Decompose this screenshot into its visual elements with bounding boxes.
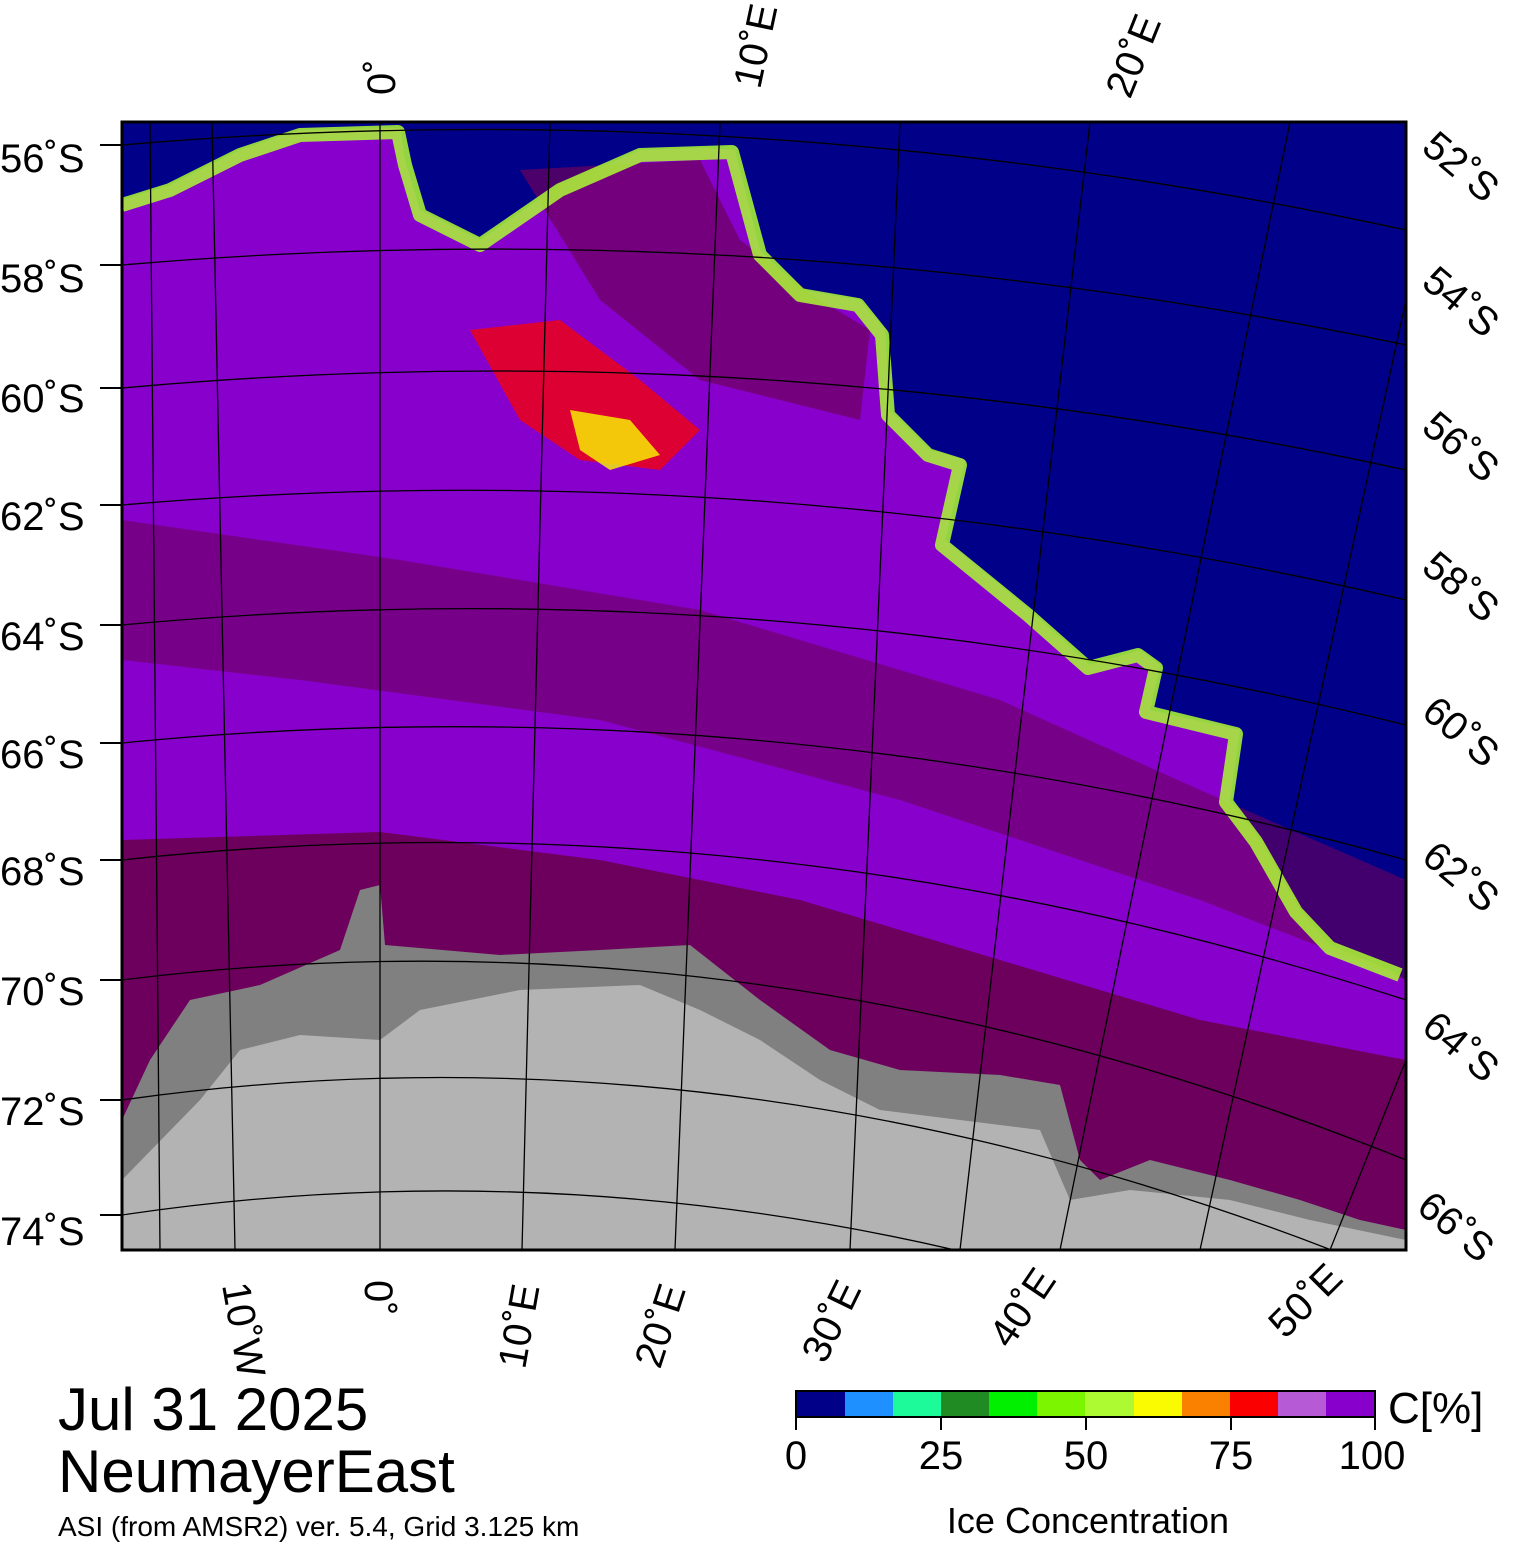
lat-label: 58˚S — [0, 257, 85, 301]
colorbar-unit: C[%] — [1388, 1384, 1484, 1433]
lat-label: 54˚S — [1414, 258, 1507, 346]
lat-label: 56˚S — [0, 137, 85, 181]
graticule — [122, 122, 1406, 1250]
lat-label: 62˚S — [0, 495, 85, 539]
ice-edge-band — [122, 125, 1403, 982]
lat-label: 58˚S — [1414, 543, 1507, 631]
product-info: ASI (from AMSR2) ver. 5.4, Grid 3.125 km — [58, 1511, 580, 1542]
lon-label: 0˚ — [356, 1280, 400, 1316]
colorbar-segment — [1037, 1392, 1086, 1416]
lat-label: 64˚S — [1414, 1003, 1507, 1091]
lon-label: 20˚E — [1098, 9, 1170, 104]
lat-label: 62˚S — [1414, 833, 1507, 921]
colorbar-segment — [1277, 1392, 1326, 1416]
lon-label: 10˚E — [726, 0, 787, 92]
antarctic-land — [122, 985, 1406, 1250]
dense-ice-band — [520, 160, 870, 420]
lat-label: 60˚S — [0, 377, 85, 421]
colorbar-segment — [845, 1392, 894, 1416]
lon-label: 20˚E — [627, 1279, 695, 1373]
lat-label: 66˚S — [0, 733, 85, 777]
lat-label: 72˚S — [0, 1090, 85, 1134]
lon-label: 40˚E — [981, 1260, 1065, 1355]
colorbar-tick-label: 100 — [1338, 1434, 1406, 1478]
colorbar-segment — [989, 1392, 1038, 1416]
colorbar-tick — [1230, 1418, 1232, 1430]
lat-label: 64˚S — [0, 615, 85, 659]
lon-label: 30˚E — [794, 1274, 871, 1369]
date-label: Jul 31 2025 — [58, 1376, 369, 1443]
colorbar-tick — [1085, 1418, 1087, 1430]
colorbar-tick-label: 75 — [1208, 1434, 1254, 1478]
map-frame — [120, 120, 1408, 1252]
colorbar-segment — [893, 1392, 942, 1416]
dense-ice-band — [122, 520, 1406, 980]
ice-yellow-patch — [570, 410, 660, 470]
colorbar-segment — [941, 1392, 990, 1416]
colorbar-segment — [797, 1392, 846, 1416]
colorbar-tick — [795, 1418, 797, 1430]
lon-label: 10˚E — [491, 1281, 549, 1372]
lat-label: 74˚S — [0, 1210, 85, 1254]
lat-label: 52˚S — [1414, 123, 1507, 211]
colorbar-segment — [1181, 1392, 1230, 1416]
colorbar-segment — [1133, 1392, 1182, 1416]
colorbar-segment — [1229, 1392, 1278, 1416]
lat-label: 68˚S — [0, 850, 85, 894]
frame-ticks — [100, 144, 122, 1216]
colorbar-tick — [940, 1418, 942, 1430]
colorbar-label: Ice Concentration — [946, 1500, 1230, 1541]
colorbar-tick-label: 50 — [1063, 1434, 1109, 1478]
ice-red-patch — [470, 320, 700, 470]
colorbar-segment — [1085, 1392, 1134, 1416]
lon-label: 10˚W — [213, 1279, 273, 1381]
colorbar-tick-label: 0 — [784, 1434, 808, 1478]
lon-label: 50˚E — [1260, 1256, 1351, 1347]
lon-label: 0˚ — [360, 59, 404, 95]
lat-label: 66˚S — [1409, 1183, 1502, 1271]
lat-label: 56˚S — [1414, 403, 1507, 491]
lat-label: 60˚S — [1414, 688, 1507, 776]
colorbar-tick-label: 25 — [918, 1434, 964, 1478]
colorbar-segment — [1325, 1392, 1374, 1416]
region-label: NeumayerEast — [58, 1438, 455, 1505]
colorbar-tick — [1374, 1418, 1376, 1430]
lat-label: 70˚S — [0, 970, 85, 1014]
colorbar — [795, 1390, 1376, 1418]
